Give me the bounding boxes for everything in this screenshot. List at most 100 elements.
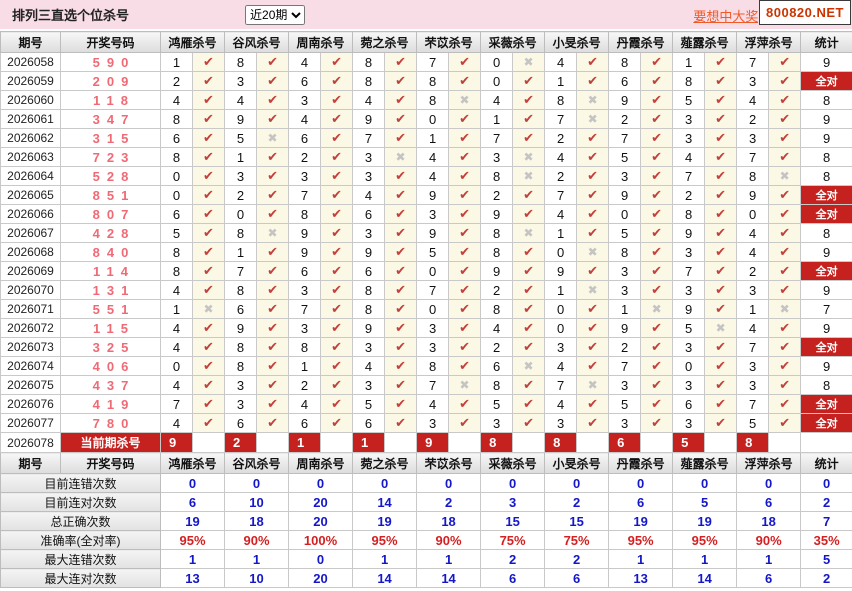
kill-digit-cell: 4 — [416, 147, 450, 167]
check-icon: ✔ — [384, 299, 418, 319]
table-row: 2026073 325 4 ✔ 8 ✔ 8 ✔ 3 ✔ 3 ✔ 2 ✔ 3 ✔ 2 ✔ 3 ✔ 7 ✔ 全对 — [0, 337, 852, 357]
table-row: 2026075 437 4 ✔ 3 ✔ 2 ✔ 3 ✔ 7 ✖ 8 ✔ 7 ✖ 3 ✔ 3 ✔ 3 ✔ 8 — [0, 375, 852, 395]
kill-digit-cell: 9 — [736, 185, 770, 205]
kill-digit-cell: 9 — [672, 299, 706, 319]
check-icon: ✔ — [191, 223, 226, 243]
kill-digit-cell: 0 — [416, 109, 450, 129]
draw-cell: 347 — [60, 109, 161, 129]
current-kill-digit-cell: 5 — [672, 432, 706, 453]
draw-cell: 419 — [60, 394, 161, 414]
stats-value-cell: 1 — [224, 549, 290, 569]
check-icon: ✔ — [448, 413, 482, 433]
kill-digit-cell: 9 — [480, 204, 514, 224]
stat-cell: 9 — [800, 52, 852, 72]
table-row: 2026068 840 8 ✔ 1 ✔ 9 ✔ 9 ✔ 5 ✔ 8 ✔ 0 ✖ 8 ✔ 3 ✔ 4 ✔ 9 — [0, 242, 852, 262]
check-icon: ✔ — [768, 280, 802, 300]
site-link[interactable]: 800820.NET — [759, 0, 851, 25]
check-icon: ✔ — [640, 261, 674, 281]
period-cell: 2026064 — [0, 166, 61, 186]
kill-digit-cell: 8 — [352, 280, 386, 300]
kill-digit-cell: 1 — [416, 128, 450, 148]
check-icon: ✔ — [191, 128, 226, 148]
check-icon: ✔ — [640, 109, 674, 129]
check-icon: ✔ — [384, 261, 418, 281]
column-header-expert: 丹霞杀号 — [608, 452, 674, 474]
kill-digit-cell: 7 — [160, 394, 193, 414]
kill-digit-cell: 2 — [608, 109, 642, 129]
check-icon: ✔ — [448, 261, 482, 281]
check-icon: ✔ — [704, 71, 738, 91]
period-cell: 2026078 — [0, 432, 61, 453]
period-cell: 2026067 — [0, 223, 61, 243]
kill-digit-cell: 8 — [544, 90, 578, 110]
current-kill-empty-cell — [448, 432, 482, 453]
stats-value-cell: 5 — [672, 492, 738, 512]
check-icon: ✔ — [704, 261, 738, 281]
promo-link[interactable]: 要想中大奖, — [693, 9, 762, 24]
stats-value-cell: 0 — [608, 473, 674, 493]
check-icon: ✔ — [640, 242, 674, 262]
check-icon: ✔ — [256, 394, 290, 414]
check-icon: ✔ — [256, 337, 290, 357]
check-icon: ✔ — [640, 337, 674, 357]
period-cell: 2026061 — [0, 109, 61, 129]
stat-cell: 全对 — [800, 394, 852, 414]
check-icon: ✔ — [320, 280, 354, 300]
kill-digit-cell: 2 — [224, 185, 258, 205]
stats-value-cell: 10 — [224, 492, 290, 512]
kill-digit-cell: 8 — [480, 166, 514, 186]
kill-digit-cell: 3 — [672, 413, 706, 433]
check-icon: ✔ — [320, 90, 354, 110]
kill-digit-cell: 1 — [480, 109, 514, 129]
check-icon: ✔ — [191, 52, 226, 72]
stat-cell: 8 — [800, 223, 852, 243]
range-select[interactable]: 近20期 — [245, 4, 306, 25]
check-icon: ✔ — [576, 261, 610, 281]
draw-cell: 551 — [60, 299, 161, 319]
check-icon: ✔ — [512, 90, 546, 110]
stats-row: 准确率(全对率) 95% 90% 100% 95% 90% 75% 75% 95% 95% 90% 3… — [0, 530, 852, 550]
check-icon: ✔ — [768, 375, 802, 395]
current-kill-digit-cell: 8 — [544, 432, 578, 453]
period-cell: 2026069 — [0, 261, 61, 281]
kill-digit-cell: 2 — [480, 280, 514, 300]
column-header-expert: 薤露杀号 — [672, 452, 738, 474]
kill-digit-cell: 3 — [608, 166, 642, 186]
stats-value-cell: 6 — [159, 492, 226, 512]
kill-digit-cell: 4 — [160, 90, 193, 110]
kill-digit-cell: 0 — [736, 204, 770, 224]
kill-digit-cell: 8 — [160, 147, 193, 167]
period-cell: 2026068 — [0, 242, 61, 262]
period-cell: 2026060 — [0, 90, 61, 110]
column-header-expert: 周南杀号 — [288, 452, 354, 474]
check-icon: ✔ — [640, 375, 674, 395]
current-kill-digit-cell: 9 — [416, 432, 450, 453]
column-header-expert: 小旻杀号 — [544, 452, 610, 474]
check-icon: ✔ — [320, 413, 354, 433]
check-icon: ✔ — [640, 223, 674, 243]
current-kill-empty-cell — [768, 432, 802, 453]
stats-value-cell: 100% — [288, 530, 354, 550]
kill-digit-cell: 7 — [544, 109, 578, 129]
stat-cell: 9 — [800, 280, 852, 300]
stats-value-cell: 15 — [544, 511, 610, 531]
draw-cell: 851 — [60, 185, 161, 205]
cross-icon: ✖ — [768, 166, 802, 186]
kill-digit-cell: 5 — [224, 128, 258, 148]
cross-icon: ✖ — [512, 223, 546, 243]
kill-digit-cell: 4 — [288, 109, 322, 129]
kill-digit-cell: 8 — [672, 71, 706, 91]
draw-cell: 325 — [60, 337, 161, 357]
draw-cell: 428 — [60, 223, 161, 243]
check-icon: ✔ — [384, 166, 418, 186]
stats-value-cell: 1 — [672, 549, 738, 569]
check-icon: ✔ — [384, 413, 418, 433]
check-icon: ✔ — [704, 166, 738, 186]
draw-cell: 315 — [60, 128, 161, 148]
check-icon: ✔ — [576, 185, 610, 205]
kill-digit-cell: 8 — [480, 242, 514, 262]
cross-icon: ✖ — [768, 299, 802, 319]
kill-digit-cell: 3 — [480, 413, 514, 433]
column-header-expert: 小旻杀号 — [544, 31, 610, 53]
check-icon: ✔ — [191, 280, 226, 300]
